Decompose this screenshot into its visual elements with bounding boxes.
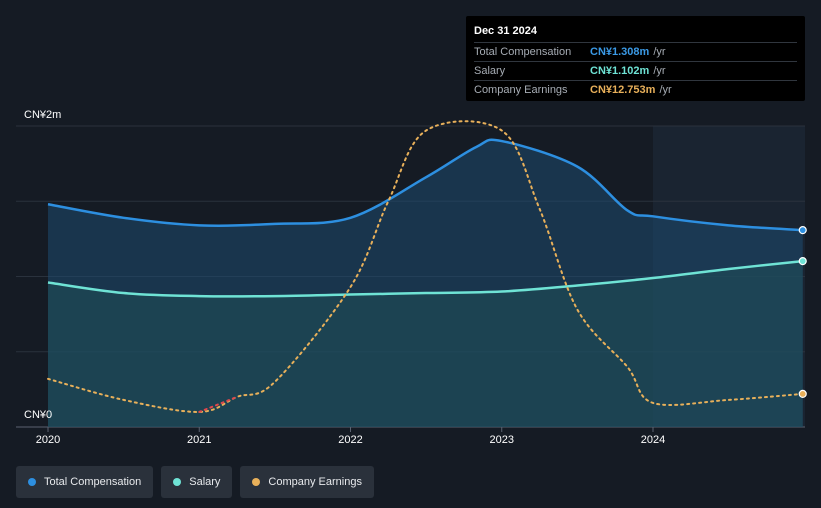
- tooltip-date: Dec 31 2024: [474, 24, 797, 43]
- end-marker-salary: [798, 257, 807, 266]
- area-salary: [48, 261, 803, 427]
- tooltip: Dec 31 2024 Total Compensation CN¥1.308m…: [466, 16, 805, 101]
- tooltip-value: CN¥1.308m: [590, 46, 650, 58]
- legend-label: Salary: [189, 476, 221, 488]
- legend: Total Compensation Salary Company Earnin…: [16, 466, 374, 498]
- tooltip-unit: /yr: [653, 46, 666, 58]
- line-company-earnings: [47, 120, 804, 413]
- tooltip-label: Total Compensation: [474, 46, 572, 58]
- line-total-compensation: [47, 138, 803, 232]
- legend-dot-icon: [173, 478, 182, 486]
- tooltip-row-salary: Salary CN¥1.102m /yr: [474, 62, 797, 81]
- y-axis-bottom-label: CN¥0: [24, 409, 52, 421]
- tooltip-label: Company Earnings: [474, 84, 568, 96]
- tooltip-row-earnings: Company Earnings CN¥12.753m /yr: [474, 81, 797, 99]
- legend-item-company-earnings[interactable]: Company Earnings: [240, 466, 374, 498]
- y-axis-top-label: CN¥2m: [24, 109, 61, 121]
- x-axis: 2020 2021 2022 2023 2024: [36, 427, 665, 446]
- tooltip-unit: /yr: [653, 65, 666, 77]
- legend-label: Company Earnings: [268, 476, 362, 488]
- legend-item-salary[interactable]: Salary: [161, 466, 233, 498]
- x-tick-label: 2023: [490, 434, 514, 446]
- x-tick-label: 2024: [641, 434, 665, 446]
- legend-dot-icon: [28, 478, 36, 486]
- series-lines: [47, 120, 804, 413]
- x-tick-label: 2021: [187, 434, 211, 446]
- line-company-earnings-negative: [198, 395, 239, 413]
- end-marker-company-earnings: [798, 389, 807, 398]
- tooltip-label: Salary: [474, 65, 506, 77]
- tooltip-unit: /yr: [659, 84, 672, 96]
- series-areas: [48, 139, 803, 428]
- tooltip-row-total: Total Compensation CN¥1.308m /yr: [474, 43, 797, 62]
- end-marker-total-compensation: [798, 226, 807, 235]
- end-markers: [798, 226, 807, 398]
- tooltip-value: CN¥1.102m: [590, 65, 650, 77]
- x-tick-label: 2020: [36, 434, 60, 446]
- legend-label: Total Compensation: [44, 476, 142, 488]
- line-salary: [47, 259, 803, 298]
- tooltip-value: CN¥12.753m: [590, 84, 656, 96]
- legend-dot-icon: [252, 478, 261, 486]
- x-tick-label: 2022: [338, 434, 362, 446]
- legend-item-total-compensation[interactable]: Total Compensation: [16, 466, 154, 498]
